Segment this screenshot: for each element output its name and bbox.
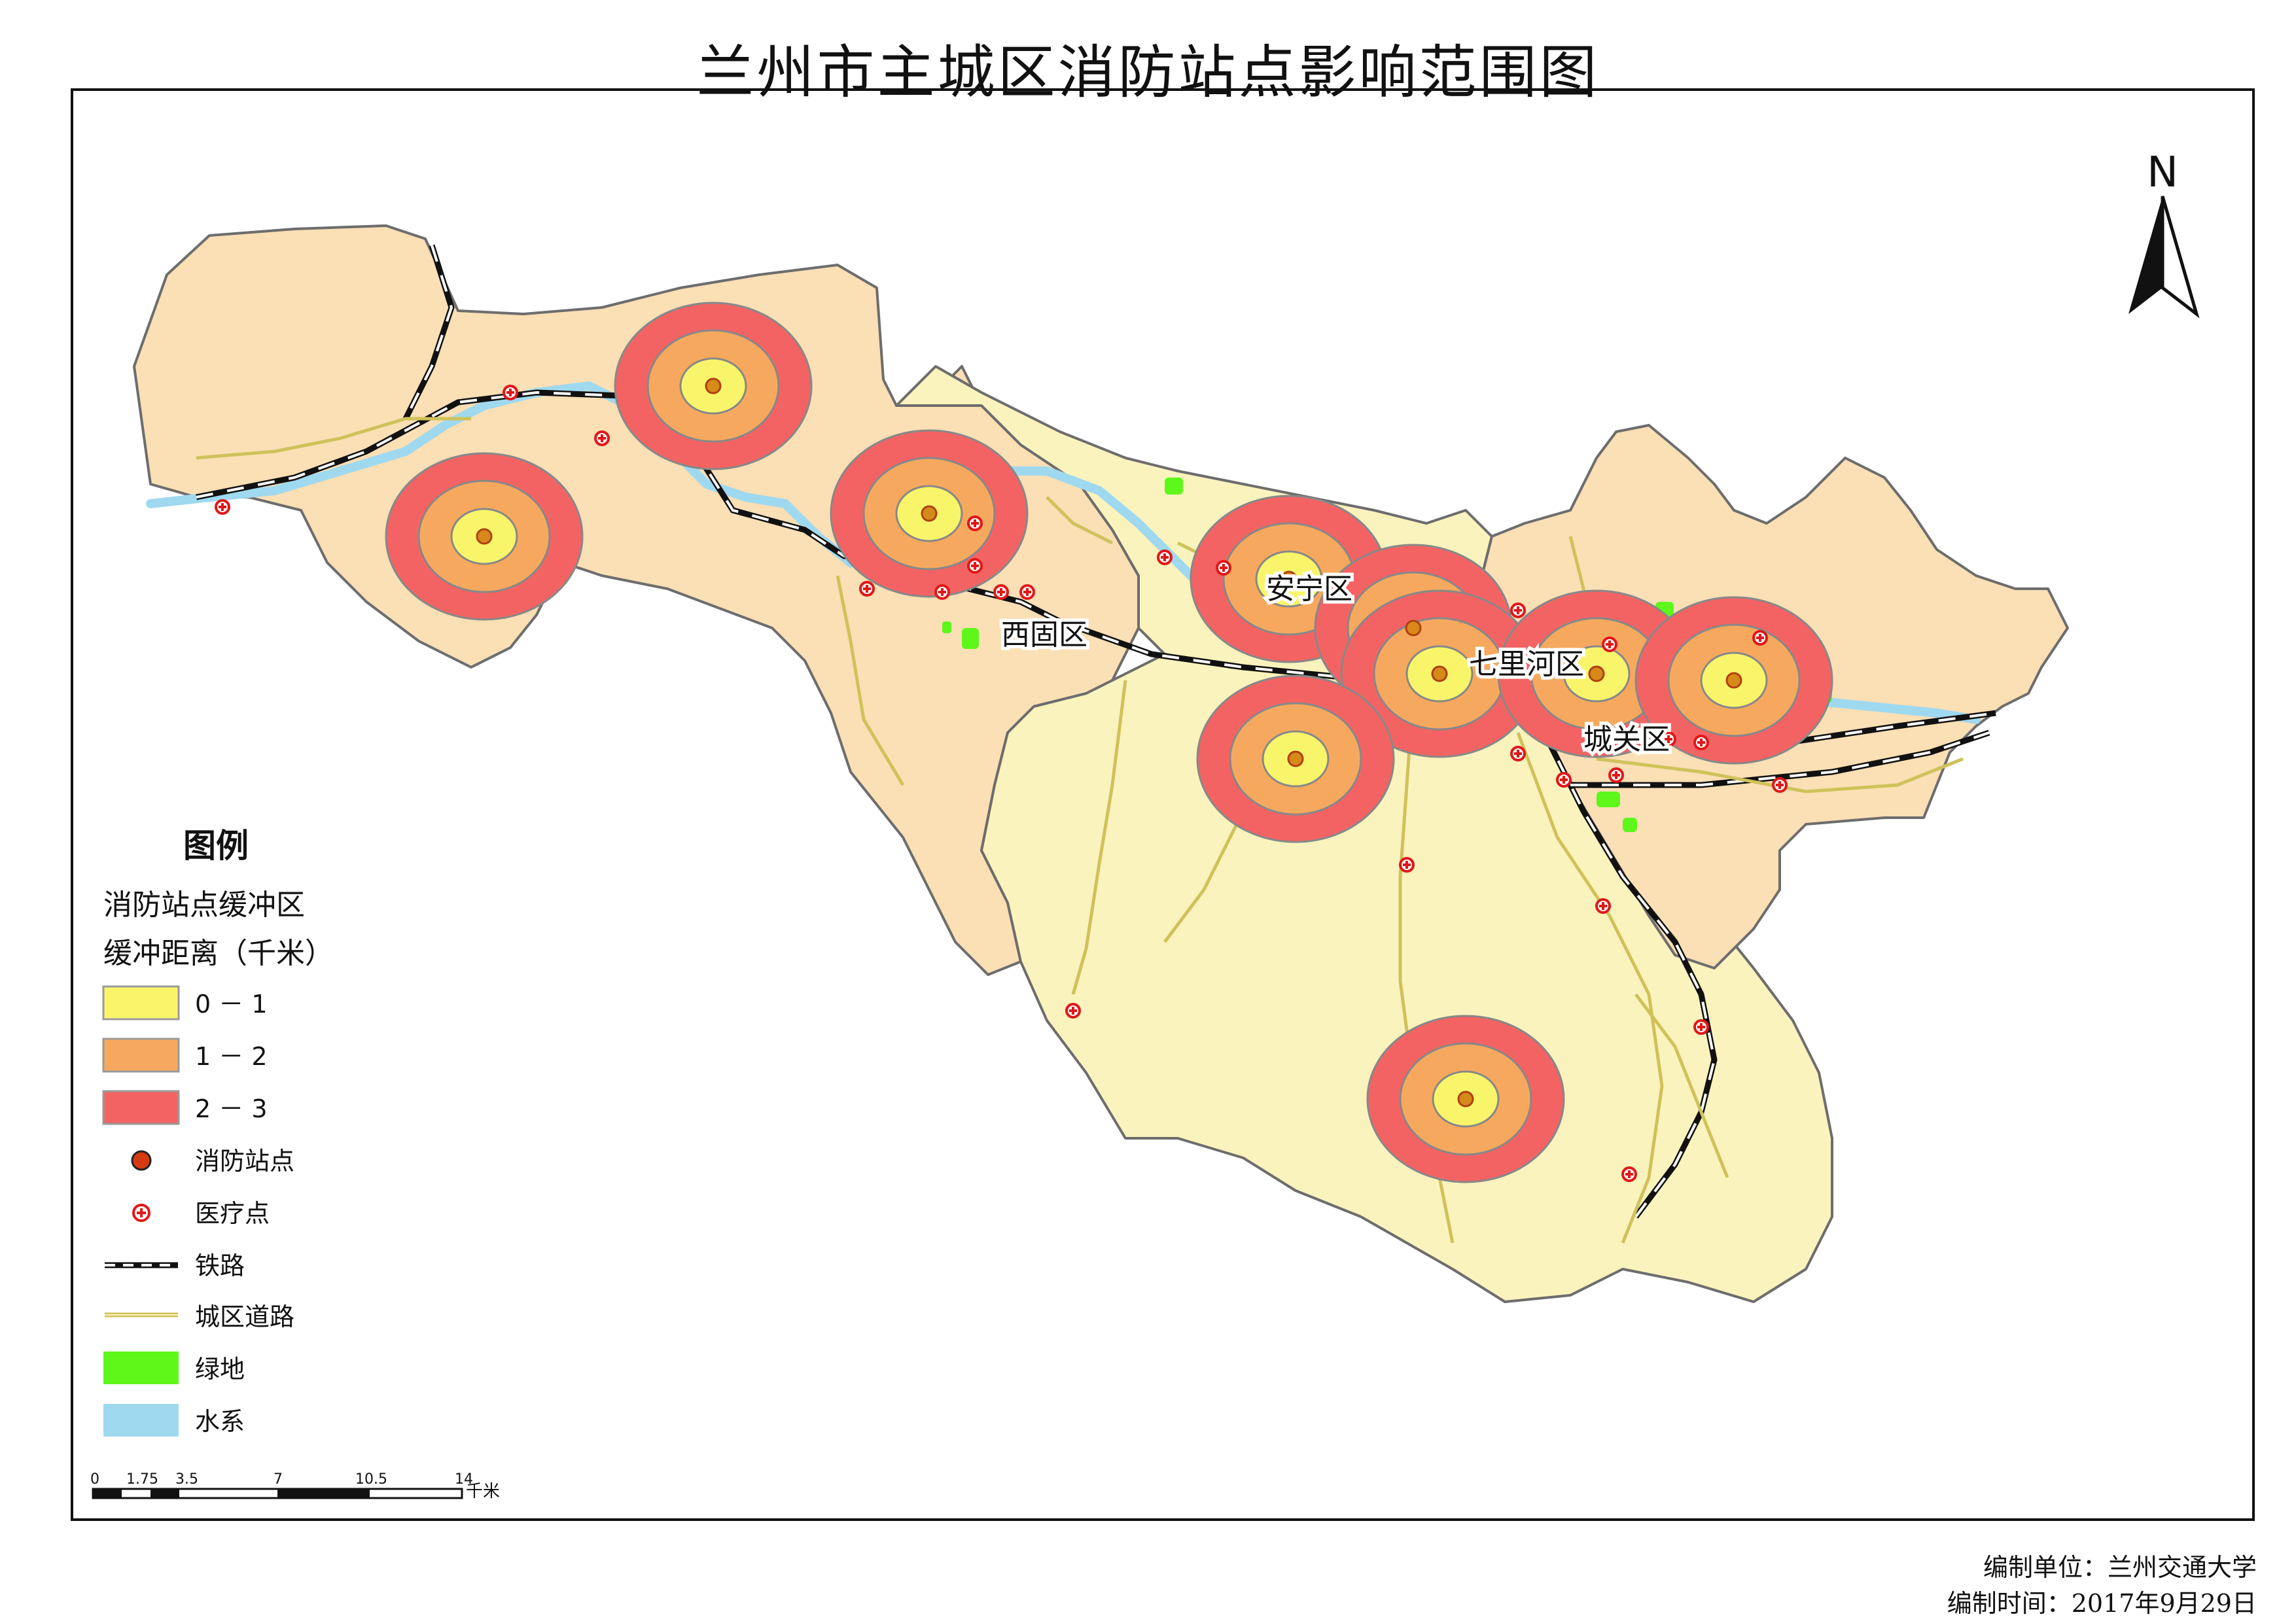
medical-point-icon [1602,637,1617,652]
district-label-xigu: 西固区 [1001,618,1087,652]
legend: 图例 消防站点缓冲区 缓冲距离（千米） 0 － 1 1 － 2 2 － 3 消防… [102,827,334,1437]
fire-station-icon [1287,750,1304,767]
medical-point-icon [1556,772,1572,788]
medical-point-icon [1157,550,1173,565]
medical-point-icon [1621,1166,1637,1182]
fire-station-icon [921,505,938,522]
railway-south [1541,731,1718,1219]
road [836,575,905,786]
medical-point-icon [1065,1003,1081,1019]
district-label-anning: 安宁区 [1266,572,1352,606]
medical-point-icon [503,385,518,400]
legend-swatch-water [103,1404,179,1437]
legend-group-subtitle: 缓冲距离（千米） [103,937,334,970]
legend-label: 水系 [195,1407,245,1436]
medical-point-icon [1510,602,1526,618]
north-arrow-icon [2128,196,2200,319]
legend-label: 消防站点 [195,1147,294,1176]
medical-point-icon [1661,731,1676,747]
medical-point-icon [1399,857,1415,873]
scale-tick: 14 [455,1471,473,1488]
legend-label: 绿地 [195,1355,245,1384]
scale-tick: 7 [274,1471,283,1488]
green-area [1623,818,1637,832]
road [1634,993,1729,1178]
legend-label: 铁路 [195,1251,245,1280]
fire-station-icon [1725,672,1742,689]
medical-point-icon [859,581,875,597]
scale-tick: 10.5 [355,1471,387,1488]
buffers [385,302,1833,1183]
medical-point-icon [993,584,1009,600]
legend-group-title: 消防站点缓冲区 [103,888,305,922]
district-label-qilihe: 七里河区 [1469,648,1584,681]
district-label-chengguan: 城关区 [1583,723,1670,756]
road [196,417,471,460]
railway-north-spur-dash [404,245,453,419]
legend-swatch-buffer-1-2 [102,1038,180,1073]
road [1071,680,1127,995]
legend-swatch-green [103,1352,179,1384]
medical-point-icon [1019,584,1035,600]
fire-station-icon [1588,665,1605,682]
fire-station-icon [705,377,722,394]
medical-point-icon [1608,767,1624,783]
district-labels: 西固区 安宁区 七里河区 城关区 [998,569,1673,759]
medical-point-icon [967,558,983,574]
map-title: 兰州市主城区消防站点影响范围图 [696,39,1600,106]
green-area [962,628,979,649]
medical-point-icon [1216,560,1231,576]
legend-swatch-buffer-0-1 [102,985,180,1021]
map-frame [71,88,2255,1521]
medical-point-icon [1752,630,1768,646]
road [1046,496,1114,545]
buffer-zone [1340,589,1539,758]
legend-label: 医疗点 [195,1199,270,1228]
road [1596,757,1964,794]
fire-station-icon [1280,570,1298,587]
scale-unit: 千米 [466,1482,500,1501]
legend-label: 1 － 2 [195,1042,268,1071]
green-area [1597,792,1620,807]
legend-label: 2 － 3 [195,1094,268,1123]
north-arrow-label: N [2147,148,2178,197]
scale-tick: 1.75 [126,1471,158,1488]
railway-east-dash [1570,731,1990,786]
credit-date: 编制时间：2017年9月29日 [1947,1589,2257,1618]
scale-tick: 0 [90,1471,99,1488]
medical-point-icon [215,499,230,515]
road [1516,732,1664,1244]
medical-point-icon [1693,1019,1709,1035]
scale-tick: 3.5 [175,1471,198,1488]
green-area [942,621,951,633]
medical-point-icon [594,430,610,446]
medical-point-icon [967,515,983,531]
medical-point-icon [1595,898,1611,914]
legend-title: 图例 [183,827,249,865]
fire-station-icon [1457,1091,1474,1108]
scale-bar: 0 1.75 3.5 7 10.5 14 千米 [90,1471,500,1501]
medical-point-icon [1693,735,1709,750]
medical-point-icon [1510,746,1526,761]
legend-swatch-buffer-2-3 [102,1090,180,1125]
medical-point-icon [934,584,950,600]
medical-points [215,385,1788,1182]
green-area [1165,478,1183,495]
medical-point-icon [132,1204,150,1222]
medical-point-icon [1772,777,1788,793]
fire-station-icon [131,1150,152,1171]
fire-station-icon [476,528,493,545]
fire-station-icon [1431,665,1448,682]
fire-stations [476,377,1742,1108]
credit-unit: 编制单位：兰州交通大学 [1983,1553,2257,1582]
legend-label: 0 － 1 [195,990,268,1019]
legend-label: 城区道路 [195,1302,294,1331]
fire-station-icon [1405,620,1422,637]
north-arrow: N [2128,148,2200,319]
